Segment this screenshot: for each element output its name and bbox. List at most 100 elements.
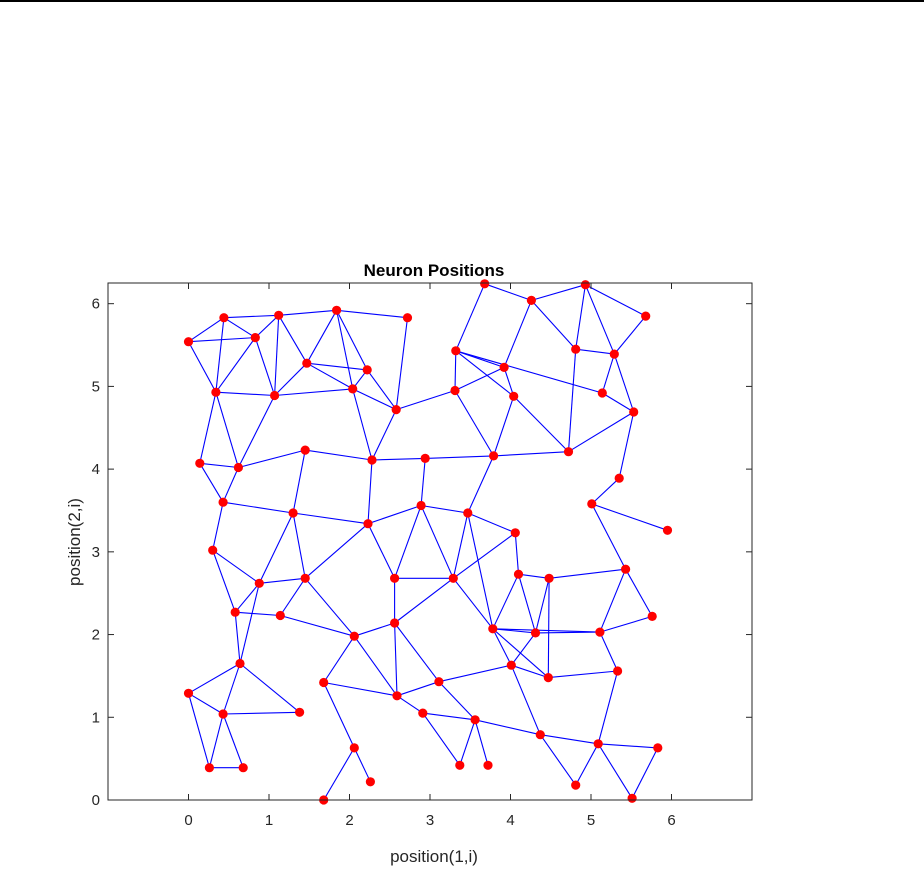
edge-line	[212, 502, 224, 551]
neuron-point	[609, 349, 619, 359]
neuron-point	[195, 458, 205, 468]
edge-line	[421, 504, 468, 514]
edge-line	[354, 622, 395, 637]
neuron-point	[348, 384, 358, 394]
edge-line	[517, 574, 537, 634]
neuron-point	[211, 387, 221, 397]
edge-line	[323, 635, 355, 683]
edge-line	[336, 310, 354, 390]
edge-line	[575, 743, 599, 786]
edge-line	[455, 350, 603, 394]
neuron-point	[363, 519, 373, 529]
edge-line	[353, 747, 371, 783]
edge-line	[474, 719, 541, 736]
neuron-point	[463, 508, 473, 518]
neuron-point	[580, 280, 591, 290]
edge-line	[625, 568, 653, 617]
edge-line	[455, 283, 486, 352]
edge-line	[492, 628, 512, 666]
edge-line	[394, 577, 454, 624]
y-tick-label: 5	[92, 378, 100, 395]
neuron-point	[455, 760, 465, 770]
x-tick-label: 0	[184, 812, 192, 829]
neuron-point	[543, 673, 553, 683]
x-tick-label: 2	[345, 812, 353, 829]
edge-line	[535, 631, 600, 634]
edge-line	[492, 573, 519, 630]
edge-line	[304, 577, 355, 637]
edge-line	[238, 449, 306, 469]
neuron-point	[470, 715, 480, 725]
neuron-point	[613, 666, 623, 676]
neuron-point	[595, 627, 605, 637]
neuron-point	[390, 618, 400, 628]
neuron-point	[300, 573, 310, 583]
y-axis: 0 1 2 3 4 5 6	[92, 296, 752, 809]
edge-line	[420, 458, 426, 506]
edge-line	[352, 388, 373, 461]
edge-line	[631, 747, 659, 799]
neuron-point	[254, 578, 264, 588]
edge-line	[591, 477, 620, 505]
edge-line	[568, 411, 634, 453]
neuron-point	[392, 691, 402, 701]
edge-line	[599, 615, 653, 633]
edge-line	[567, 349, 577, 452]
neuron-point	[208, 545, 218, 555]
edge-line	[514, 532, 520, 575]
edge-line	[597, 670, 619, 744]
edge-line	[259, 577, 306, 584]
edge-line	[274, 388, 353, 397]
edge-line	[223, 711, 300, 715]
edge-line	[306, 310, 338, 364]
edge-line	[222, 467, 239, 503]
edge-line	[353, 635, 398, 697]
neuron-point	[450, 385, 460, 396]
edge-line	[467, 512, 516, 534]
edge-line	[395, 317, 409, 410]
edge-line	[254, 314, 280, 338]
edge-line	[336, 309, 408, 319]
edge-line	[187, 693, 210, 768]
chart-title: Neuron Positions	[364, 261, 505, 280]
neuron-points	[183, 279, 673, 805]
neuron-point	[530, 628, 541, 638]
edge-line	[613, 353, 635, 413]
neuron-point	[274, 310, 284, 320]
edge-line	[215, 391, 275, 397]
neuron-point	[295, 707, 305, 717]
edge-line	[212, 549, 260, 584]
window-top-border	[0, 0, 924, 2]
edge-line	[452, 532, 516, 579]
neuron-point	[510, 528, 520, 538]
edge-line	[394, 505, 422, 579]
neuron-point	[621, 564, 631, 574]
neuron-point	[235, 658, 245, 669]
edge-line	[371, 457, 426, 461]
neuron-point	[563, 447, 574, 457]
edge-line	[613, 315, 647, 355]
neuron-point	[641, 311, 651, 321]
edge-line	[493, 451, 569, 457]
edge-line	[467, 455, 495, 514]
neuron-point	[250, 333, 260, 343]
edge-line	[222, 663, 241, 715]
edge-line	[584, 284, 615, 355]
x-axis: 0 1 2 3 4 5 6	[184, 283, 676, 829]
edge-line	[280, 614, 355, 637]
edge-line	[292, 512, 306, 579]
edge-line	[452, 577, 494, 630]
x-tick-label: 5	[587, 812, 595, 829]
edge-line	[278, 309, 337, 316]
edge-line	[215, 392, 239, 468]
edge-line	[367, 504, 422, 525]
edge-line	[323, 681, 398, 697]
neuron-point	[526, 295, 537, 305]
neuron-point	[219, 313, 229, 323]
edge-line	[239, 583, 260, 664]
y-tick-label: 2	[92, 627, 100, 644]
edge-line	[223, 501, 294, 514]
edge-line	[549, 568, 626, 579]
edge-line	[306, 362, 368, 371]
neuron-point	[204, 763, 214, 773]
